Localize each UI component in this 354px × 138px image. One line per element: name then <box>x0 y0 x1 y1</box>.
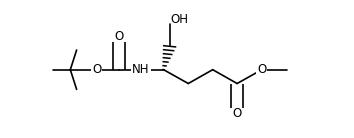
Text: O: O <box>257 63 267 76</box>
Text: O: O <box>233 107 242 120</box>
Text: OH: OH <box>170 13 188 26</box>
Text: NH: NH <box>132 63 150 76</box>
Text: O: O <box>114 30 124 43</box>
Text: O: O <box>92 63 102 76</box>
